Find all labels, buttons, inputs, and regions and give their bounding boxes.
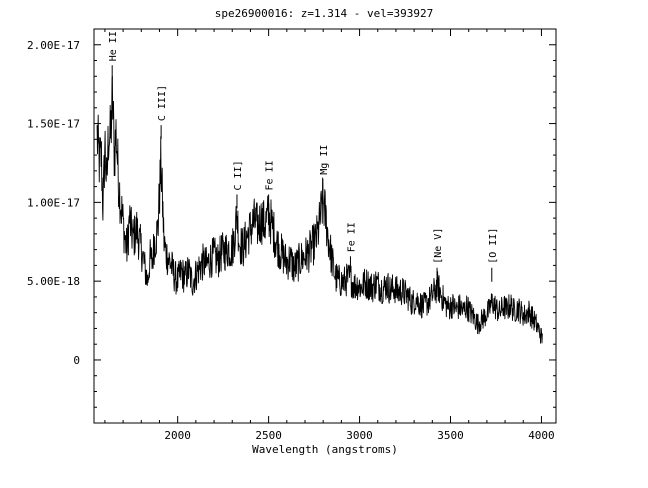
annotation-label-4: Mg II [319, 145, 330, 175]
x-axis-label: Wavelength (angstroms) [252, 443, 398, 456]
y-tick-labels: 0 5.00E-18 1.00E-17 1.50E-17 2.00E-17 [27, 39, 80, 367]
spectrum-line [96, 75, 543, 344]
annotation-label-5: Fe II [346, 222, 357, 252]
annotation-label-1: C III] [157, 85, 168, 121]
y-tick-label-2: 1.00E-17 [27, 196, 80, 209]
y-tick-label-3: 1.50E-17 [27, 118, 80, 131]
x-tick-label-1: 2500 [255, 429, 282, 442]
x-tick-label-2: 3000 [346, 429, 373, 442]
y-tick-label-4: 2.00E-17 [27, 39, 80, 52]
y-tick-label-0: 0 [73, 354, 80, 367]
annotation-label-3: Fe II [265, 160, 276, 190]
x-tick-label-3: 3500 [437, 429, 464, 442]
annotation-label-0: He II [108, 31, 119, 61]
chart-title: spe26900016: z=1.314 - vel=393927 [215, 7, 434, 20]
annotation-label-7: [O II] [488, 228, 499, 264]
x-tick-label-0: 2000 [164, 429, 191, 442]
line-annotations: He II C III] C II] Fe II Mg II Fe II [Ne V] [O … [108, 31, 499, 282]
plot-frame [93, 28, 557, 424]
annotation-label-6: [Ne V] [433, 228, 444, 264]
axis-ticks [94, 29, 556, 423]
x-tick-label-4: 4000 [528, 429, 555, 442]
annotation-label-2: C II] [233, 160, 244, 190]
x-tick-labels: 2000 2500 3000 3500 4000 [164, 429, 554, 442]
y-tick-label-1: 5.00E-18 [27, 275, 80, 288]
